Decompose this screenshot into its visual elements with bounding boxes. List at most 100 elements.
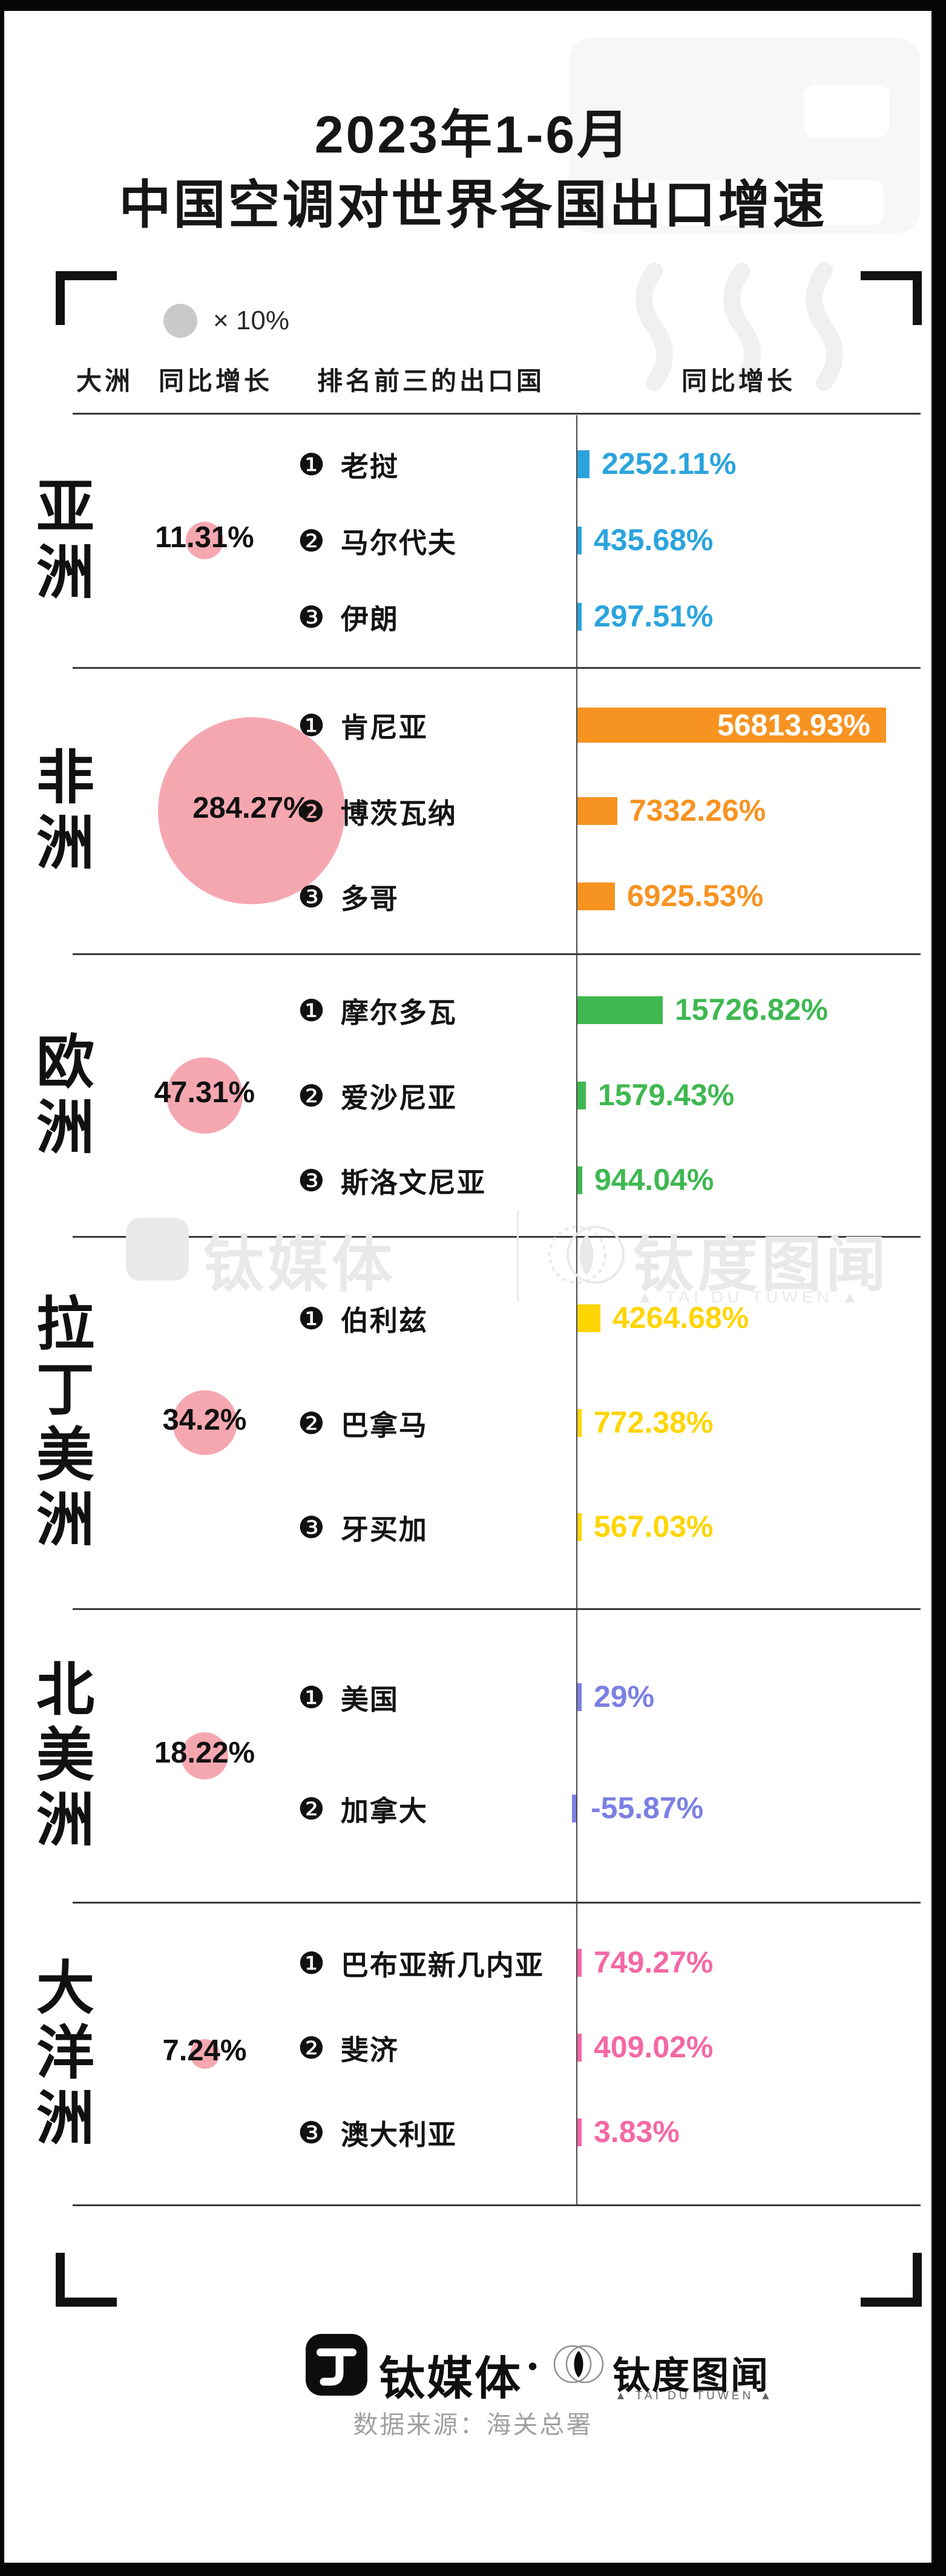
growth-bar: [577, 1408, 582, 1437]
row-divider-line: [73, 1236, 921, 1238]
country-growth-value: 772.38%: [594, 1405, 714, 1439]
continent-name-char: 非: [36, 745, 94, 810]
continent-name-char: 大: [36, 1956, 94, 2021]
country-name: 多哥: [340, 883, 399, 915]
column-header-continent: 大洲: [76, 367, 134, 395]
frame-edge-left: [0, 0, 4, 2576]
watermark-brand2: 钛度图闻: [633, 1231, 890, 1299]
growth-bar: [577, 1166, 582, 1194]
eye-logo-icon: [553, 2345, 604, 2384]
watermark-subtitle: ▲ TAI DU TUWEN ▲: [637, 1288, 862, 1306]
continent-name-char: 洲: [36, 1788, 94, 1853]
country-growth-value: 2252.11%: [602, 447, 737, 481]
footer-brand-subtitle: ▲ TAI DU TUWEN ▲: [615, 2390, 775, 2402]
legend-label: × 10%: [213, 306, 289, 335]
growth-bar: [572, 1794, 576, 1822]
frame-edge-right: [931, 0, 946, 2576]
continent-row: 亚洲 11.31% ❶ 老挝 2252.11% ❷ 马尔代夫 435.68% ❸ 伊朗 297.51…: [0, 413, 946, 668]
corner-bracket-bottom-right: [861, 2253, 922, 2307]
rank-badge-icon: ❶: [298, 1947, 325, 1980]
growth-bar: [577, 450, 590, 478]
growth-bar: [577, 2118, 582, 2146]
footer-separator-dot: •: [528, 2350, 538, 2382]
footer-brand1: 钛媒体: [379, 2353, 522, 2405]
row-divider-line: [73, 667, 921, 669]
country-name: 爱沙尼亚: [340, 1082, 457, 1114]
country-growth-value: 7332.26%: [629, 793, 766, 827]
country-item: ❶ 伯利兹: [298, 1299, 428, 1339]
country-item: ❷ 斐济: [298, 2028, 399, 2068]
country-item: ❷ 加拿大: [298, 1789, 428, 1829]
country-item: ❸ 斯洛文尼亚: [298, 1161, 486, 1201]
continent-name: 大洋洲: [29, 1902, 102, 2205]
country-name: 牙买加: [340, 1513, 428, 1545]
watermark-brand1: 钛媒体: [203, 1231, 396, 1299]
header-divider-line: [73, 413, 921, 415]
legend-circle-icon: [163, 304, 197, 338]
growth-bar: [577, 1513, 582, 1541]
tmt-logo-icon: [306, 2334, 367, 2396]
continent-name: 北美洲: [29, 1609, 102, 1902]
country-growth-value: 749.27%: [594, 1945, 714, 1979]
growth-bar: [577, 797, 617, 825]
continent-row: 大洋洲 7.24% ❶ 巴布亚新几内亚 749.27% ❷ 斐济 409.02% ❸ 澳大利亚 3.…: [0, 1902, 946, 2205]
growth-bar: [577, 527, 582, 554]
growth-bubble: [157, 717, 345, 904]
country-name: 澳大利亚: [340, 2119, 457, 2150]
rank-badge-icon: ❸: [298, 880, 325, 915]
country-item: ❶ 美国: [298, 1678, 399, 1718]
rank-badge-icon: ❸: [298, 2116, 325, 2150]
page-title-line1: 2023年1-6月: [314, 106, 632, 164]
continent-name: 非洲: [29, 668, 102, 954]
growth-bar: [577, 707, 886, 743]
country-item: ❶ 摩尔多瓦: [298, 991, 457, 1031]
corner-bracket-top-left: [56, 271, 117, 325]
continent-name-char: 美: [36, 1723, 94, 1788]
growth-bar: [577, 603, 582, 631]
country-growth-value: 4264.68%: [613, 1301, 749, 1335]
country-growth-value: 6925.53%: [627, 879, 764, 913]
rank-badge-icon: ❷: [298, 1792, 325, 1826]
continent-name-char: 洲: [36, 1488, 94, 1553]
continent-growth-value: 18.22%: [154, 1736, 255, 1769]
country-name: 摩尔多瓦: [340, 997, 457, 1029]
continent-row: 非洲 284.27% ❶ 肯尼亚 56813.93% ❷ 博茨瓦纳 7332.26% ❸ 多哥 69…: [0, 668, 946, 954]
continent-name-char: 洲: [36, 2086, 94, 2151]
country-item: ❶ 巴布亚新几内亚: [298, 1944, 544, 1983]
continent-name-char: 洋: [36, 2021, 94, 2086]
rank-badge-icon: ❷: [298, 794, 325, 829]
continent-name: 拉丁美洲: [29, 1237, 102, 1609]
growth-bubble: [181, 1732, 228, 1779]
row-divider-line: [73, 2204, 921, 2206]
air-conditioner-art: [569, 38, 920, 391]
country-growth-value: -55.87%: [591, 1790, 704, 1825]
country-name: 斐济: [340, 2034, 399, 2066]
continent-name-char: 北: [36, 1658, 94, 1723]
country-growth-value: 29%: [594, 1679, 655, 1714]
rank-badge-icon: ❸: [298, 1163, 325, 1198]
continent-growth-value: 284.27%: [192, 791, 310, 824]
continent-growth-value: 34.2%: [162, 1403, 247, 1436]
country-name: 斯洛文尼亚: [340, 1166, 486, 1198]
growth-bar: [577, 2034, 582, 2062]
column-header-top3-countries: 排名前三的出口国: [317, 367, 545, 395]
column-header-growth-right: 同比增长: [682, 367, 796, 395]
footer-brand2: 钛度图闻: [613, 2355, 770, 2397]
bubble-scale-legend: × 10%: [163, 303, 289, 339]
data-source-note: 数据来源：海关总署: [353, 2411, 593, 2439]
country-name: 马尔代夫: [340, 527, 457, 559]
continent-row: 北美洲 18.22% ❶ 美国 29% ❷ 加拿大 -55.87%: [0, 1609, 946, 1902]
corner-bracket-bottom-left: [56, 2253, 117, 2307]
growth-bar: [577, 882, 615, 911]
country-growth-value: 56813.93%: [717, 708, 870, 742]
country-item: ❷ 马尔代夫: [298, 521, 457, 561]
country-item: ❷ 博茨瓦纳: [298, 792, 457, 832]
continent-name-char: 拉: [36, 1292, 94, 1358]
growth-bar: [577, 1081, 586, 1109]
watermark-divider: [517, 1211, 519, 1301]
continent-growth-value: 47.31%: [154, 1076, 255, 1109]
country-name: 巴拿马: [340, 1409, 428, 1441]
continent-name: 亚洲: [29, 413, 102, 668]
rank-badge-icon: ❸: [298, 1510, 325, 1545]
country-name: 博茨瓦纳: [340, 797, 457, 829]
